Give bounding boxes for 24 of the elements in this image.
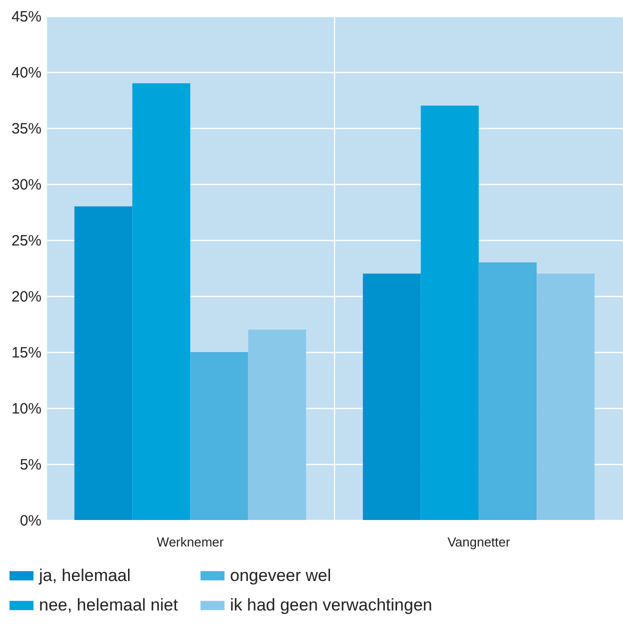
y-tick-label: 15% [11,344,42,362]
bar [536,274,595,520]
y-tick-label: 10% [11,400,42,418]
y-tick-label: 30% [11,176,42,194]
legend-label: nee, helemaal niet [39,596,178,614]
legend-label: ja, helemaal [38,566,131,585]
bar [190,352,248,520]
x-tick-label: Werknemer [156,534,224,550]
bar [132,83,190,520]
y-tick-label: 40% [11,64,42,82]
y-tick-label: 35% [11,120,42,138]
legend-label: ik had geen verwachtingen [230,596,432,614]
bar [74,206,132,520]
bar [248,330,306,520]
y-tick-label: 25% [11,232,42,250]
x-tick-label: Vangnetter [447,534,511,550]
y-tick-label: 0% [20,512,42,530]
y-tick-label: 45% [11,8,42,26]
legend-label: ongeveer wel [230,566,332,585]
bar [420,106,479,520]
y-tick-label: 5% [20,456,42,474]
y-tick-label: 20% [11,288,42,306]
bar [362,274,421,520]
bar [478,262,537,520]
